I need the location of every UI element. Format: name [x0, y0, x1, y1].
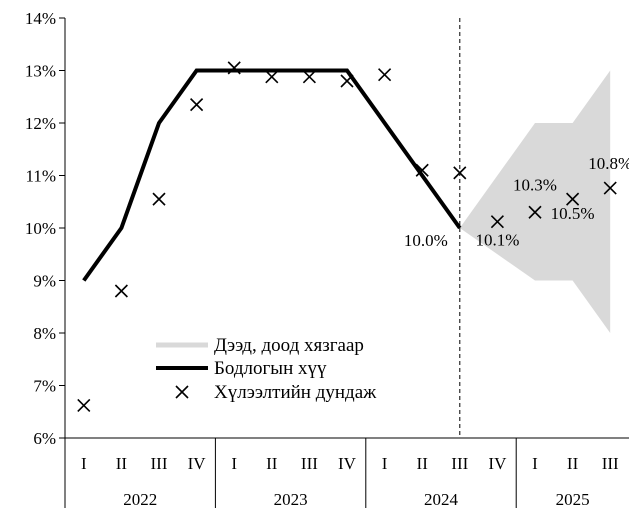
- data-label: 10.0%: [404, 231, 448, 250]
- legend: Дээд, доод хязгаар Бодлогын хүү Хүлээлти…: [156, 335, 377, 403]
- y-tick-label: 12%: [25, 114, 56, 133]
- line-layer: [82, 68, 462, 282]
- data-label: 10.8%: [588, 154, 629, 173]
- year-label: 2025: [556, 490, 590, 508]
- x-tick-label: II: [567, 454, 579, 473]
- y-tick-label: 8%: [33, 324, 56, 343]
- y-tick-label: 9%: [33, 272, 56, 291]
- x-tick-label: IV: [488, 454, 507, 473]
- expectation-marker: [227, 61, 241, 75]
- x-tick-label: III: [151, 454, 168, 473]
- y-tick-label: 10%: [25, 219, 56, 238]
- y-tick-label: 6%: [33, 429, 56, 448]
- x-tick-label: I: [382, 454, 388, 473]
- expectation-marker: [302, 70, 316, 84]
- expectation-marker: [152, 192, 166, 206]
- y-tick-label: 11%: [25, 167, 56, 186]
- data-label: 10.1%: [475, 231, 519, 250]
- x-tick-label: II: [417, 454, 429, 473]
- band-layer: [459, 70, 611, 333]
- year-label: 2024: [424, 490, 459, 508]
- x-tick-label: III: [301, 454, 318, 473]
- expectation-marker: [114, 284, 128, 298]
- data-label-layer: 10.0% 10.1% 10.3% 10.5% 10.8%: [404, 154, 629, 250]
- legend-swatch-marker: [175, 385, 189, 399]
- expectation-marker: [566, 192, 580, 206]
- expectation-marker: [603, 181, 617, 195]
- year-label: 2022: [123, 490, 157, 508]
- legend-label-line: Бодлогын хүү: [214, 358, 327, 379]
- x-tick-label: I: [231, 454, 237, 473]
- expectation-marker: [340, 74, 354, 88]
- expectation-marker: [77, 398, 91, 413]
- legend-item-line: Бодлогын хүү: [156, 358, 327, 379]
- x-tick-label: IV: [338, 454, 357, 473]
- legend-item-band: Дээд, доод хязгаар: [156, 335, 364, 356]
- range-band-area: [459, 70, 611, 333]
- expectation-marker: [453, 166, 467, 180]
- expectation-marker: [490, 215, 504, 229]
- axis-layer: 6%7%8%9%10%11%12%13%14%I II III IV I II III IV I…: [25, 9, 629, 508]
- y-tick-label: 13%: [25, 62, 56, 81]
- x-tick-label: IV: [188, 454, 207, 473]
- expectation-marker: [265, 70, 279, 84]
- x-tick-label: III: [451, 454, 468, 473]
- expectation-marker: [415, 163, 429, 177]
- legend-item-marker: Хүлээлтийн дундаж: [175, 382, 377, 403]
- y-tick-label: 7%: [33, 377, 56, 396]
- year-label: 2023: [274, 490, 308, 508]
- expectation-marker: [528, 205, 542, 219]
- data-label: 10.3%: [513, 175, 557, 194]
- legend-label-band: Дээд, доод хязгаар: [214, 335, 364, 356]
- expectation-marker: [190, 98, 204, 112]
- x-tick-label: II: [266, 454, 278, 473]
- y-tick-label: 14%: [25, 9, 56, 28]
- x-tick-label: I: [81, 454, 87, 473]
- x-tick-label: I: [532, 454, 538, 473]
- expectation-marker: [378, 68, 392, 82]
- data-label: 10.5%: [551, 204, 595, 223]
- x-tick-label: II: [116, 454, 128, 473]
- policy-rate-line: [82, 68, 462, 282]
- legend-label-marker: Хүлээлтийн дундаж: [214, 382, 377, 403]
- x-tick-label: III: [602, 454, 619, 473]
- marker-layer: [77, 61, 617, 413]
